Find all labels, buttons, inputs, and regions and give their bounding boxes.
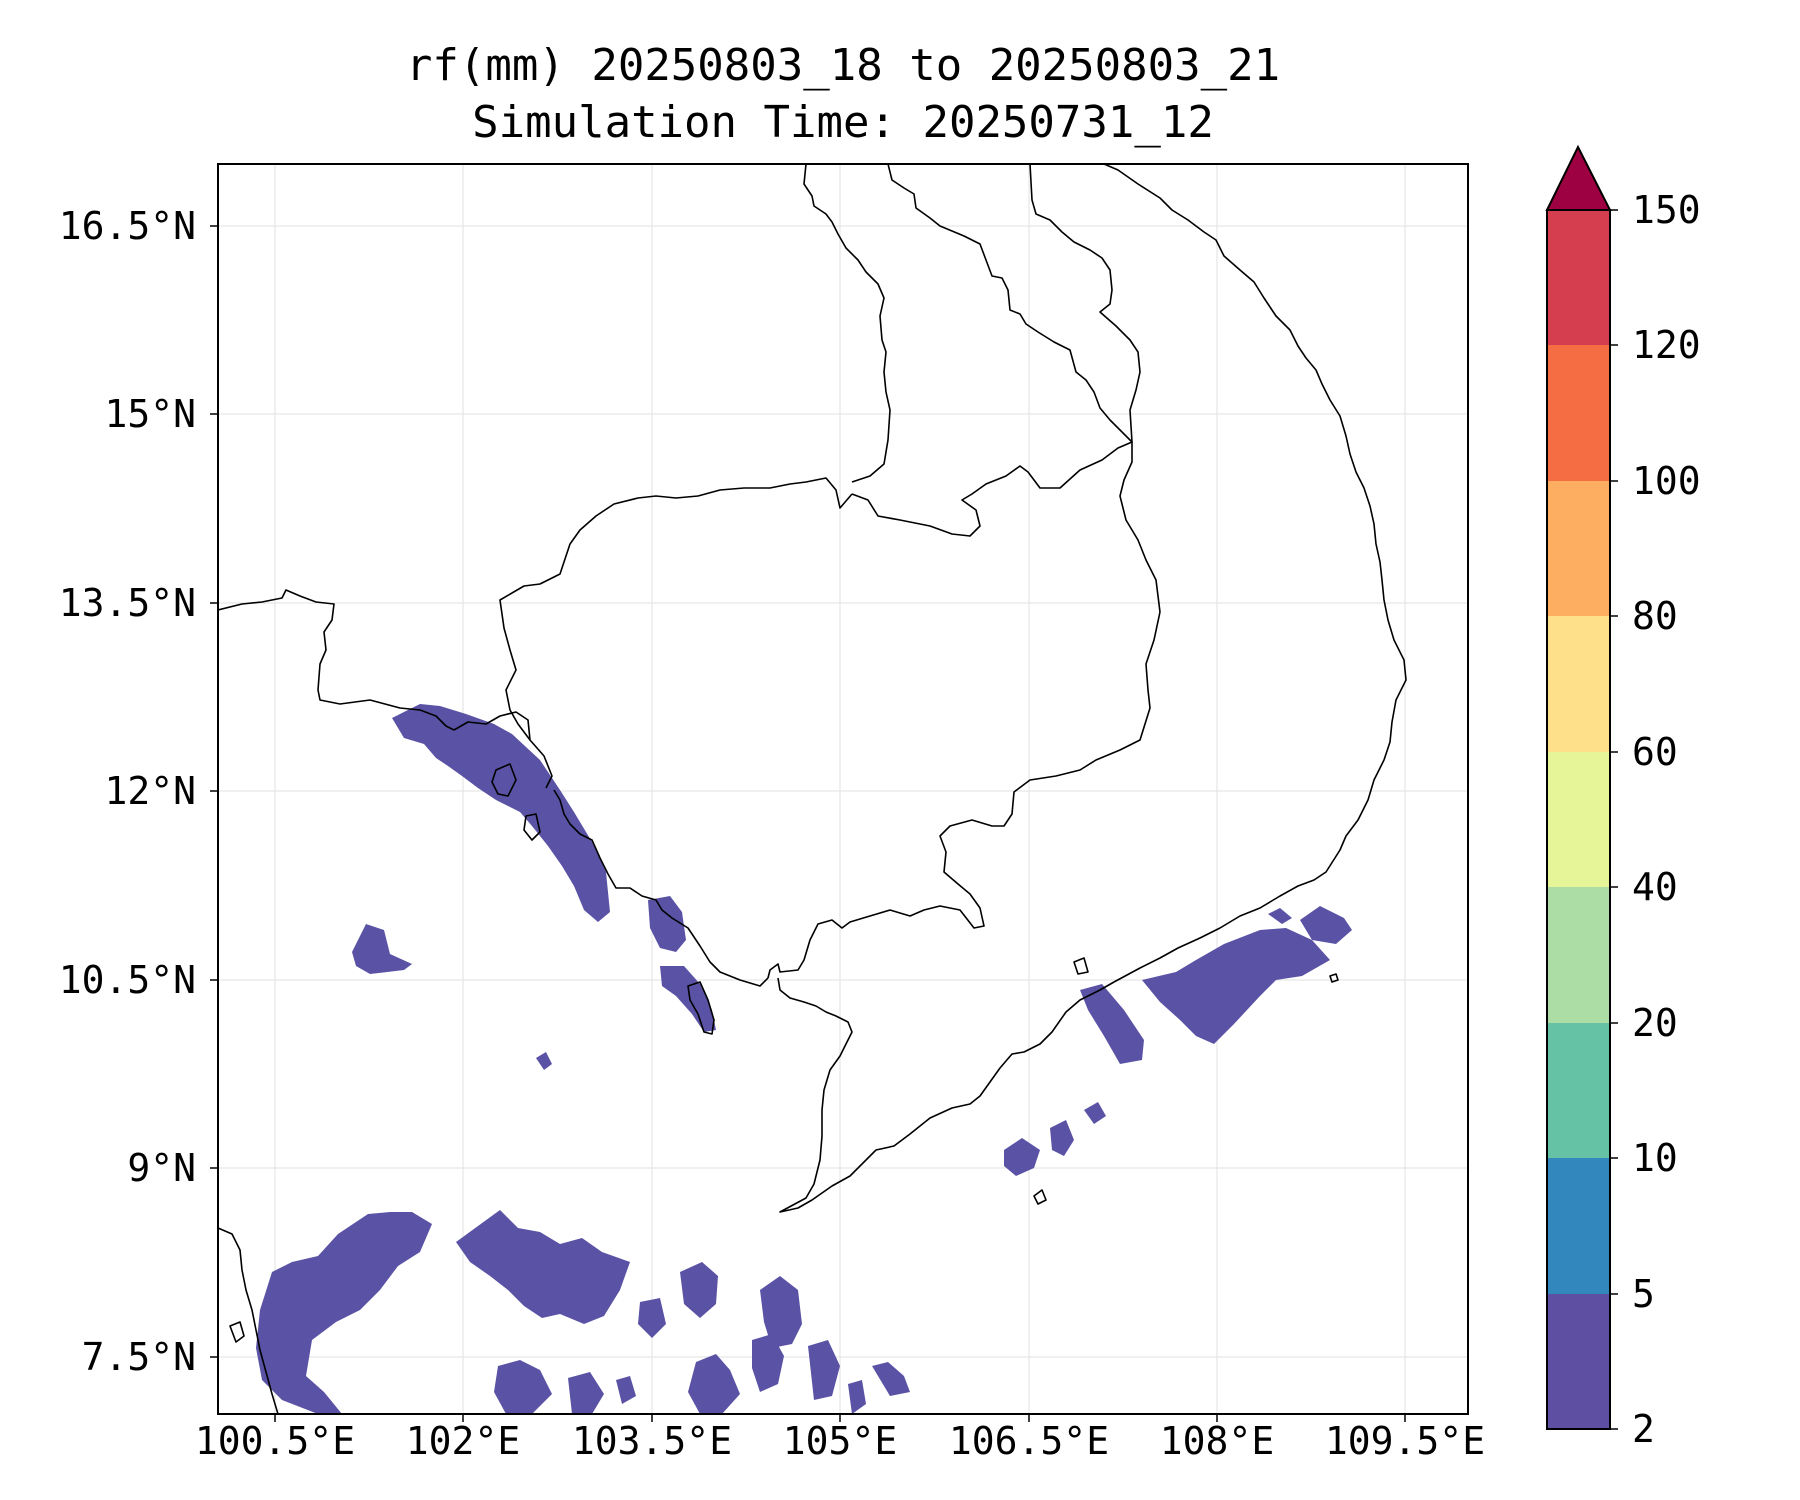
colorbar-frame: [1546, 209, 1611, 1430]
rain-south-east-8: [848, 1380, 866, 1414]
colorbar-bin-5-10: [1547, 1158, 1610, 1294]
map-subtitle: Simulation Time: 20250731_12: [472, 97, 1214, 148]
rain-south-blob-11: [616, 1376, 636, 1404]
colorbar-bin-40-60: [1547, 752, 1610, 887]
vietnam-north-border: [887, 164, 1133, 443]
colorbar-bin-2-5: [1547, 1294, 1610, 1429]
lat-label-12: 12°N: [104, 769, 196, 813]
thailand-myanmar-border: [218, 589, 455, 731]
laos-vietnam-border-inner: [1029, 164, 1141, 443]
lon-label-108: 108°E: [1159, 1419, 1275, 1463]
rain-south-east-4: [688, 1354, 740, 1414]
cambodia-coast: [553, 789, 769, 987]
lon-label-106-5: 106.5°E: [948, 1419, 1110, 1463]
lat-label-10-5: 10.5°N: [58, 958, 196, 1002]
colorbar-label-80: 80: [1632, 594, 1678, 638]
islet-1: [1073, 957, 1089, 975]
rain-sw-blob: [352, 924, 412, 974]
lon-label-102: 102°E: [405, 1419, 521, 1463]
colorbar-label-60: 60: [1632, 730, 1678, 774]
coastlines-borders: [218, 164, 1407, 1414]
lon-label-105: 105°E: [782, 1419, 898, 1463]
colorbar-bin-20-40: [1547, 887, 1610, 1023]
rain-kampot-coast: [648, 896, 686, 952]
cambodia-thailand-north-border: [499, 477, 853, 741]
rain-mekong-offshore-3: [1084, 1102, 1106, 1124]
lat-label-7-5: 7.5°N: [81, 1335, 196, 1379]
rain-vietnam-offshore-3: [1268, 908, 1292, 924]
rain-vietnam-offshore-1: [1142, 928, 1330, 1044]
colorbar-label-5: 5: [1632, 1272, 1655, 1316]
rain-south-east-7: [872, 1362, 910, 1396]
lon-label-100-5: 100.5°E: [194, 1419, 356, 1463]
thailand-cambodia-border: [453, 711, 553, 789]
rain-south-east-3: [760, 1276, 802, 1348]
kohchang-island: [491, 763, 517, 797]
peninsular-west-coast: [218, 1227, 279, 1414]
gridlines: [218, 164, 1468, 1414]
laos-cambodia-border: [851, 441, 1161, 613]
map-frame: [217, 163, 1469, 1415]
colorbar-label-120: 120: [1632, 323, 1701, 367]
lat-label-9: 9°N: [127, 1146, 196, 1190]
colorbar-bin-120-150: [1547, 210, 1610, 345]
cambodia-vietnam-border: [767, 611, 1161, 979]
colorbar-bin-100-120: [1547, 345, 1610, 481]
colorbar-bin-80-100: [1547, 481, 1610, 616]
mekong-delta-coast: [777, 977, 1115, 1213]
lon-label-109-5: 109.5°E: [1324, 1419, 1486, 1463]
rainfall-areas: [256, 704, 1352, 1414]
rain-small-islet: [536, 1052, 552, 1070]
rain-south-middle: [456, 1210, 630, 1324]
colorbar-label-40: 40: [1632, 865, 1678, 909]
islet-2: [1329, 973, 1339, 983]
map-title: rf(mm) 20250803_18 to 20250803_21: [405, 40, 1281, 91]
vietnam-east-coast: [1103, 164, 1407, 983]
rain-south-east-2: [638, 1298, 666, 1338]
rain-south-blob-9: [494, 1360, 552, 1414]
rain-mekong-offshore-2: [1050, 1120, 1074, 1156]
penang-island: [229, 1321, 245, 1343]
rain-south-blob-10: [568, 1372, 604, 1414]
colorbar-label-10: 10: [1632, 1136, 1678, 1180]
lon-label-103-5: 103.5°E: [571, 1419, 733, 1463]
colorbar-extend-triangle: [1545, 144, 1612, 211]
rain-south-large: [256, 1212, 432, 1414]
rain-mekong-offshore-1: [1004, 1138, 1040, 1176]
rain-vietnam-coast-east: [1080, 984, 1144, 1064]
lat-label-15: 15°N: [104, 392, 196, 436]
axis-ticks: [210, 225, 1406, 1422]
phu-quoc-island: [687, 981, 715, 1035]
rain-gulf-thailand-coast: [392, 704, 610, 922]
lat-label-13-5: 13.5°N: [58, 581, 196, 625]
lat-label-16-5: 16.5°N: [58, 204, 196, 248]
colorbar-bin-60-80: [1547, 616, 1610, 752]
colorbar-label-150: 150: [1632, 188, 1701, 232]
rain-phu-quoc: [660, 966, 716, 1032]
colorbar-label-100: 100: [1632, 459, 1701, 503]
colorbar-bin-10-20: [1547, 1023, 1610, 1158]
islet-3: [1033, 1189, 1047, 1205]
colorbar-label-20: 20: [1632, 1001, 1678, 1045]
colorbar: [1545, 144, 1618, 1430]
colorbar-label-2: 2: [1632, 1407, 1655, 1451]
rain-vietnam-offshore-2: [1300, 906, 1352, 944]
kohkong-island: [523, 813, 541, 841]
rain-south-east-1: [680, 1262, 718, 1318]
laos-thailand-border-north: [803, 164, 891, 483]
rain-south-east-6: [808, 1340, 840, 1400]
rain-south-east-5: [752, 1334, 784, 1392]
